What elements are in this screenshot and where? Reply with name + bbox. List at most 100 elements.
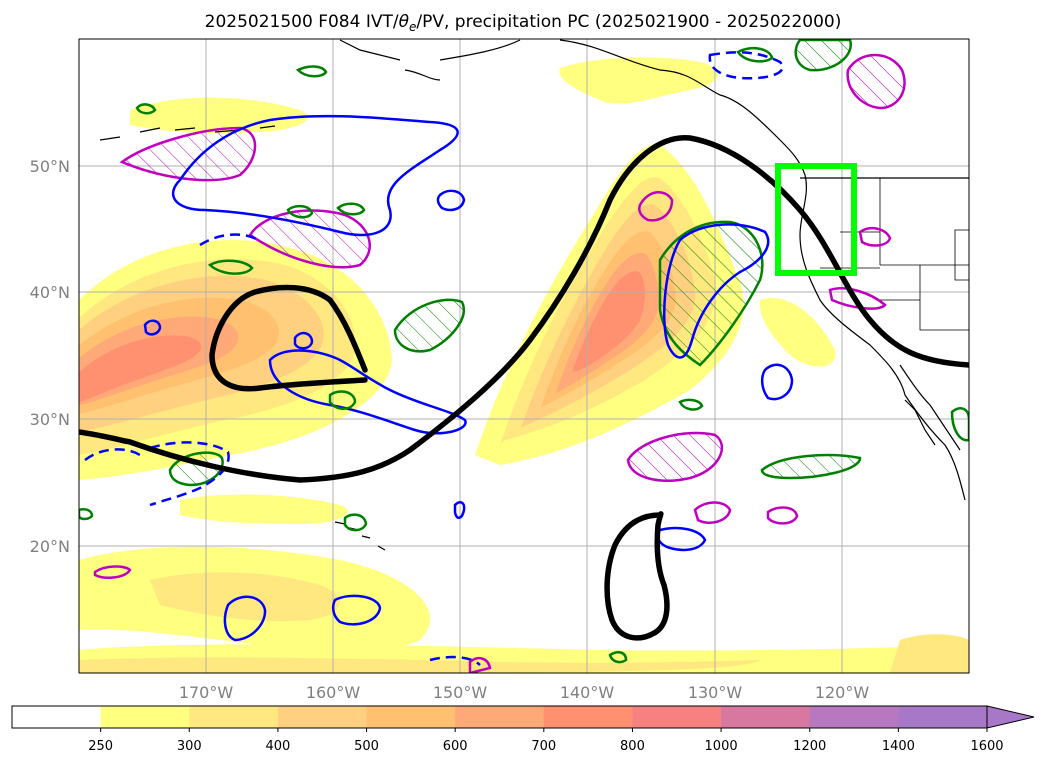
colorbar-tick-label: 300 [177,739,202,754]
blue-contour-hawaii [331,594,382,626]
colorbar-segment [809,706,899,728]
y-tick-30n: 30°N [30,410,70,429]
colorbar-segment [366,706,456,728]
x-tick-160w: 160°W [306,683,361,702]
x-tick-130w: 130°W [688,683,743,702]
green-contour-5 [207,259,254,275]
hatch-green-2 [794,39,853,72]
ivt-plume-west-800 [79,335,202,402]
magenta-contours [93,191,892,673]
colorbar-tick-label: 250 [88,739,113,754]
colorbar-segment [721,706,811,728]
x-tick-labels: 170°W 160°W 150°W 140°W 130°W 120°W [179,683,870,702]
colorbar-segment [189,706,279,728]
colorbar-tick-label: 600 [443,739,468,754]
green-contour-11 [608,651,628,664]
green-contour-6 [328,390,357,410]
colorbar-segment [100,706,190,728]
colorbar-segment [543,706,633,728]
green-contour-9 [343,513,368,532]
blue-contour-south [223,595,267,642]
y-tick-50n: 50°N [30,157,70,176]
blue-contour-mid [268,349,467,435]
blue-contour-small-1 [436,189,466,212]
green-contour-12 [736,46,774,63]
green-contour-1 [295,65,328,78]
colorbar: 250 300 400 500 600 700 800 1000 1200 1400 1600 [11,705,1035,754]
colorbar-tick-label: 1000 [705,739,738,754]
colorbar-segment [455,706,545,728]
coast-gulf [339,39,441,81]
blue-contours [84,51,794,666]
y-tick-20n: 20°N [30,537,70,556]
colorbar-frame [11,705,988,729]
colorbar-tick-label: 400 [265,739,290,754]
hatch-green-5 [393,298,465,353]
blue-contour-small-2 [143,319,162,336]
hatch-magenta-2 [248,209,371,269]
blue-contour-north [171,114,459,237]
coast-mexico [899,364,961,451]
colorbar-tick-label: 700 [531,739,556,754]
colorbar-extend-arrow [986,705,1035,729]
green-contour-10 [79,508,94,521]
colorbar-tick-label: 1200 [793,739,826,754]
green-contour-4 [286,204,314,219]
hatch-magenta-4 [846,53,906,110]
ivt-band-mid [180,494,348,524]
colorbar-segment [277,706,368,728]
blue-contour-dash-3 [708,51,784,80]
blue-contour-small-4 [453,501,466,519]
map-panel [78,38,970,674]
green-contours [79,46,969,664]
green-contour-7 [678,398,704,411]
thick-contour-main [79,135,969,483]
magenta-contour-2 [693,501,732,524]
ivt-patch-north-1 [559,57,719,104]
blue-contour-dash-4 [429,655,481,666]
y-tick-40n: 40°N [30,283,70,302]
map-frame [78,38,970,674]
chart-title: 2025021500 F084 IVT/θe/PV, precipitation… [205,12,842,34]
colorbar-segments [12,706,988,728]
magenta-contour-4 [93,565,132,579]
blue-contour-east [663,223,770,359]
green-contour-3 [336,202,366,216]
ivt-patch-east [890,634,969,673]
ivt-band-bottom-2 [79,657,760,673]
magenta-contour-5 [858,226,892,247]
colorbar-tick-label: 500 [354,739,379,754]
ivt-plume-central-800 [572,271,646,372]
magenta-contour-1 [638,191,674,222]
coast-alaska [439,39,966,501]
ivt-patch-north-2 [130,97,308,134]
thick-contour-loop-west [209,284,368,392]
x-tick-170w: 170°W [179,683,234,702]
magenta-contour-7 [468,656,492,673]
hatch-green-4 [760,453,862,480]
hatch-magenta-3 [626,431,724,482]
green-contour-2 [135,103,157,115]
magenta-contour-3 [766,506,799,525]
colorbar-segment [632,706,722,728]
colorbar-segment [898,706,988,728]
highlight-box [775,163,857,276]
ivt-filled-contours [79,57,969,673]
thick-contour-loop-south [604,511,670,641]
x-tick-150w: 150°W [433,683,488,702]
blue-contour-dash-2 [199,233,259,247]
green-contour-8 [950,407,969,442]
y-tick-labels: 20°N 30°N 40°N 50°N [30,157,70,556]
thick-contours [79,135,969,641]
blue-contour-coast [760,363,794,401]
colorbar-tick-labels: 250 300 400 500 600 700 800 1000 1200 1400 1600 [88,728,1004,754]
hatched-regions [119,39,906,487]
x-tick-140w: 140°W [560,683,615,702]
coastlines [99,39,969,551]
colorbar-tick-label: 1400 [882,739,915,754]
blue-contour-small-3 [293,331,314,350]
x-tick-120w: 120°W [815,683,870,702]
colorbar-tick-label: 800 [620,739,645,754]
coast-aleutians [99,125,276,141]
